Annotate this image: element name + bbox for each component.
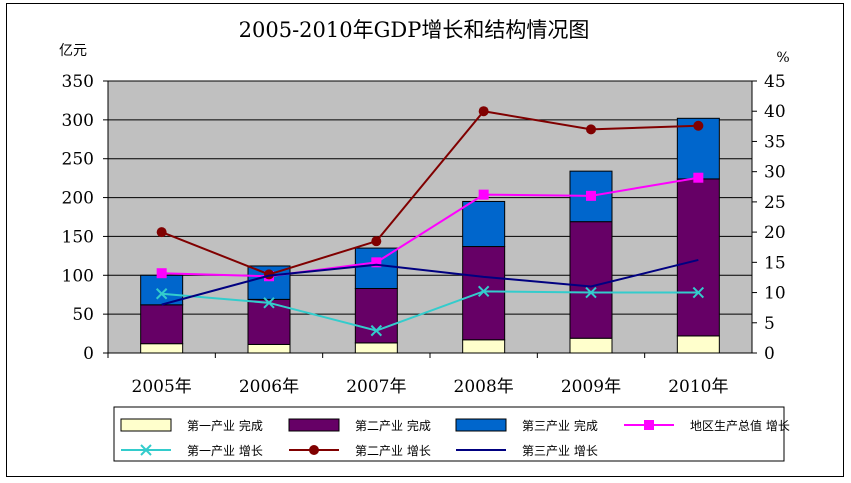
- x-tick-label: 2007年: [346, 377, 406, 397]
- marker-x: [263, 297, 275, 309]
- marker-square: [644, 420, 654, 430]
- bar-segment: [462, 200, 506, 248]
- y-right-tick-label: 40: [764, 102, 786, 122]
- y-left-tick-label: 100: [62, 266, 94, 286]
- marker-circle: [371, 236, 382, 247]
- chart-title: 2005-2010年GDP增长和结构情况图: [239, 18, 590, 42]
- bar-segment: [569, 337, 613, 354]
- bar-series: [140, 117, 720, 354]
- legend-swatch: [120, 418, 172, 432]
- y-left-tick-label: 300: [62, 111, 94, 131]
- line-series: [155, 106, 705, 337]
- y-right-tick-label: 30: [764, 163, 786, 183]
- marker-x: [477, 285, 490, 298]
- marker-square: [371, 257, 382, 268]
- bar-segment: [140, 343, 184, 354]
- legend-label: 第二产业 完成: [355, 418, 431, 433]
- legend-label: 第三产业 完成: [522, 418, 598, 433]
- marker-x: [692, 286, 705, 299]
- y-left-tick-label: 250: [62, 150, 94, 170]
- bar-segment: [140, 304, 184, 345]
- marker-circle: [309, 445, 319, 455]
- right-axis-unit: %: [776, 50, 789, 66]
- legend-label: 第二产业 增长: [355, 444, 431, 458]
- marker-circle: [156, 227, 167, 238]
- bar-segment: [354, 247, 398, 289]
- legend-box: [113, 406, 785, 462]
- series-line: [161, 110, 699, 276]
- x-tick-label: 2010年: [668, 377, 728, 397]
- marker-square: [478, 189, 489, 200]
- series-line: [161, 290, 699, 332]
- left-axis-unit: 亿元: [59, 43, 87, 59]
- marker-circle: [586, 124, 596, 135]
- y-right-tick-label: 15: [764, 253, 786, 273]
- axes: 0 50 100 150 200 250 300 350 0 5 10 15 20 25 30 35 40 45 2…: [62, 72, 786, 397]
- series-line: [161, 176, 699, 278]
- y-left-tick-label: 350: [62, 72, 94, 92]
- y-left-tick-label: 150: [62, 227, 94, 247]
- plot-area: [107, 80, 753, 354]
- bar-segment: [247, 343, 291, 354]
- bar-segment: [676, 178, 720, 337]
- legend-label: 第一产业 增长: [187, 444, 263, 458]
- marker-x: [370, 324, 383, 337]
- y-right-tick-label: 25: [764, 193, 786, 213]
- x-tick-label: 2005年: [132, 377, 192, 397]
- x-tick-label: 2009年: [561, 377, 621, 397]
- y-right-tick-label: 10: [764, 284, 786, 304]
- y-right-tick-label: 20: [764, 223, 786, 243]
- y-left-tick-label: 0: [83, 344, 94, 364]
- marker-x: [140, 444, 152, 456]
- y-right-tick-label: 35: [764, 132, 786, 152]
- bar-segment: [676, 335, 720, 354]
- marker-x: [585, 286, 597, 299]
- y-right-tick-label: 0: [764, 344, 775, 364]
- bar-segment: [354, 342, 398, 354]
- legend-label: 地区生产总值 增长: [690, 418, 790, 433]
- bar-segment: [569, 221, 613, 339]
- y-right-tick-label: 5: [764, 314, 775, 334]
- y-left-tick-label: 50: [72, 305, 94, 325]
- y-right-tick-label: 45: [764, 72, 786, 92]
- legend-swatch: [455, 418, 507, 432]
- marker-x: [155, 288, 168, 300]
- marker-square: [586, 190, 596, 201]
- x-tick-label: 2008年: [454, 377, 514, 397]
- bar-segment: [462, 246, 506, 341]
- y-left-tick-label: 200: [62, 189, 94, 209]
- series-line: [161, 258, 699, 306]
- marker-square: [693, 172, 704, 183]
- marker-circle: [693, 120, 704, 131]
- legend-label: 第三产业 增长: [522, 444, 598, 458]
- legend-label: 第一产业 完成: [187, 418, 263, 433]
- x-tick-label: 2006年: [239, 377, 299, 397]
- bar-segment: [462, 339, 506, 354]
- bar-segment: [354, 287, 398, 344]
- marker-square: [156, 268, 167, 279]
- marker-circle: [478, 106, 489, 117]
- legend-swatch: [288, 418, 340, 432]
